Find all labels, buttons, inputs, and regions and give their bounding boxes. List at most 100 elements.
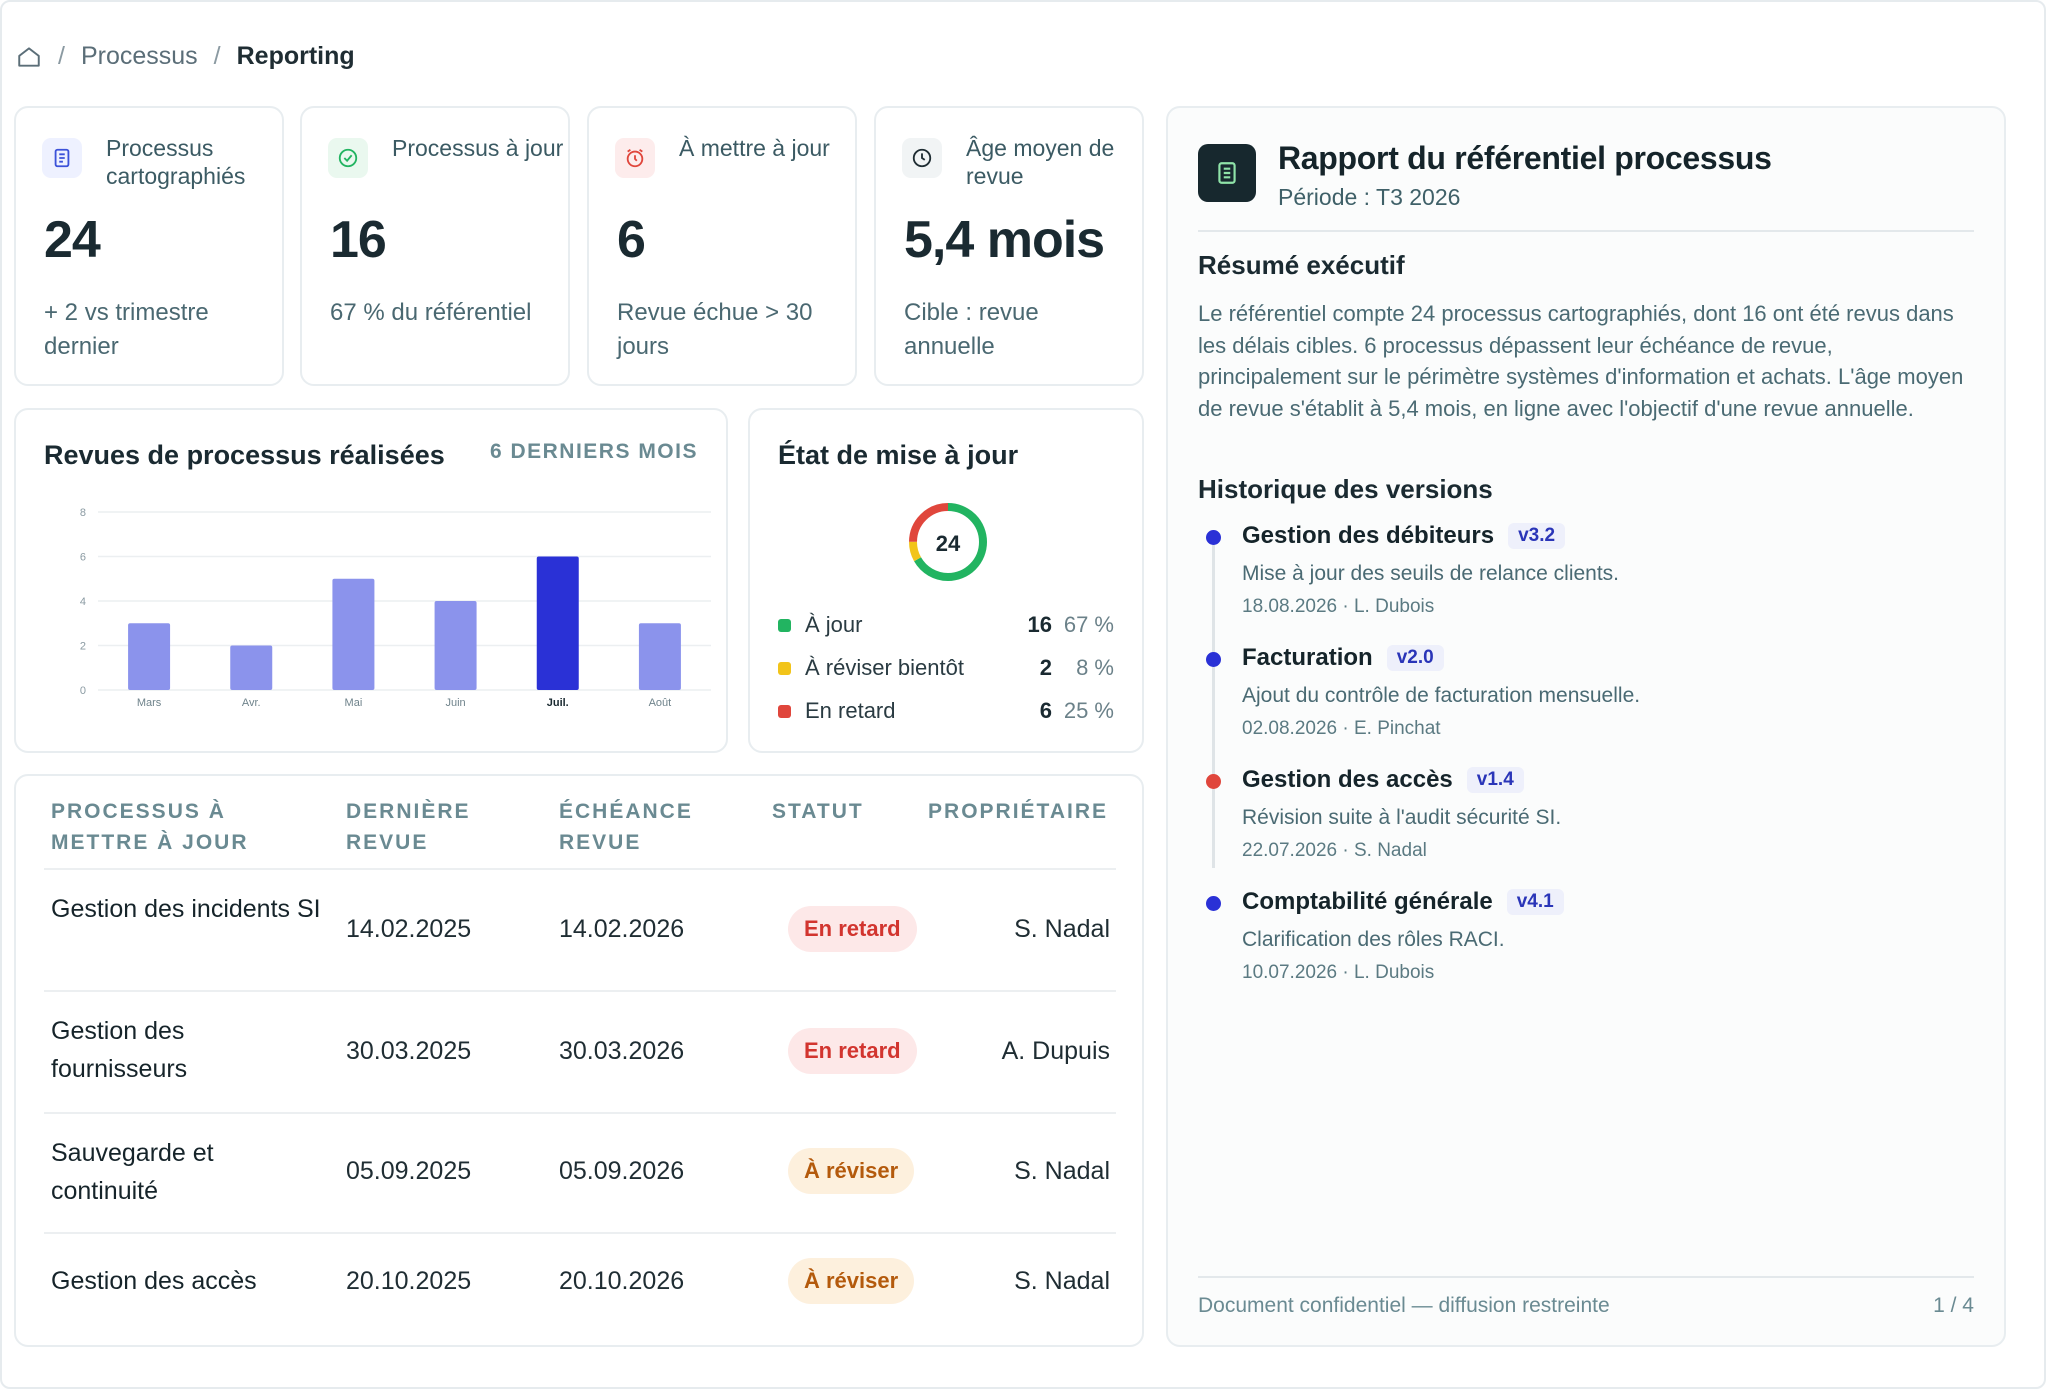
bar-avr[interactable] [230, 645, 273, 691]
bar-juin[interactable] [434, 601, 477, 690]
y-tick-label: 6 [80, 552, 86, 564]
version-description: Révision suite à l'audit sécurité SI. [1242, 806, 1562, 829]
owner-name: S. Nadal [1014, 1267, 1110, 1295]
due-review-date: 20.10.2026 [559, 1267, 685, 1295]
divider [1198, 230, 1974, 232]
breadcrumb-link-processus[interactable]: Processus [80, 42, 198, 70]
version-item[interactable]: Gestion des débiteurs v3.2 Mise à jour de… [1198, 522, 1974, 622]
x-tick-label: Mai [345, 697, 363, 709]
legend-label: À jour [805, 612, 863, 637]
column-header-status: STATUT [772, 800, 864, 823]
owner-name: A. Dupuis [1001, 1037, 1110, 1065]
donut-segment-1 [909, 503, 987, 581]
status-badge: En retard [788, 906, 917, 952]
due-review-date: 05.09.2026 [559, 1157, 685, 1185]
breadcrumb-current: Reporting [236, 42, 355, 70]
processes-table-card: PROCESSUS À METTRE À JOUR DERNIÈRE REVUE… [14, 774, 1144, 1347]
version-title: Gestion des accès [1242, 766, 1453, 793]
chart-title: Revues de processus réalisées [44, 440, 445, 470]
report-footer: Document confidentiel — diffusion restre… [1198, 1294, 1974, 1318]
legend-swatch [778, 704, 791, 718]
chart-period-tag: 6 DERNIERS MOIS [489, 440, 698, 463]
kpi-label: Processus cartographiés [106, 135, 246, 189]
column-header-due-review: ÉCHÉANCE REVUE [559, 800, 693, 854]
legend-count: 16 [1027, 612, 1052, 637]
owner-name: S. Nadal [1014, 1157, 1110, 1185]
kpi-label: Processus à jour [392, 135, 564, 161]
breadcrumb-separator: / [213, 42, 221, 70]
document-list-icon [42, 138, 82, 178]
report-card: Rapport du référentiel processus Période… [1166, 106, 2006, 1347]
version-title: Comptabilité générale [1242, 888, 1493, 915]
bar-mai[interactable] [332, 578, 375, 690]
status-badge: En retard [788, 1028, 917, 1074]
page-indicator: 1 / 4 [1933, 1294, 1974, 1317]
timeline-dot [1206, 530, 1221, 545]
legend-item-late: En retard 6 25 % [778, 696, 1114, 726]
column-header-owner: PROPRIÉTAIRE [928, 800, 1108, 823]
version-title: Gestion des débiteurs [1242, 522, 1495, 549]
table-row[interactable]: Gestion des incidents SI 14.02.2025 14.0… [44, 868, 1116, 990]
timeline-line [1212, 538, 1215, 868]
table-row[interactable]: Gestion des accès 20.10.2025 20.10.2026 … [44, 1232, 1116, 1342]
kpi-label: Âge moyen de revue [966, 135, 1115, 189]
bar-juil[interactable] [536, 556, 579, 691]
version-badge: v1.4 [1466, 767, 1524, 793]
summary-heading: Résumé exécutif [1198, 250, 1405, 280]
timeline-dot [1206, 896, 1221, 911]
legend-label: En retard [805, 698, 896, 723]
table-row[interactable]: Gestion des fournisseurs 30.03.2025 30.0… [44, 990, 1116, 1112]
version-badge: v3.2 [1508, 523, 1566, 549]
y-tick-label: 2 [80, 641, 86, 653]
version-meta: 18.08.2026 · L. Dubois [1242, 596, 1435, 617]
version-badge: v2.0 [1386, 645, 1444, 671]
process-name: Gestion des fournisseurs [51, 1017, 188, 1083]
version-badge: v4.1 [1506, 889, 1564, 915]
status-card: État de mise à jour 24 À jour 16 67 % À … [748, 408, 1144, 753]
process-name: Sauvegarde et continuité [51, 1139, 214, 1205]
version-description: Clarification des rôles RACI. [1242, 928, 1505, 951]
process-name: Gestion des incidents SI [51, 895, 321, 923]
report-title: Rapport du référentiel processus [1278, 140, 1772, 176]
donut-segment-2 [909, 503, 987, 581]
timeline-dot [1206, 652, 1221, 667]
kpi-sub: + 2 vs trimestre dernier [44, 299, 209, 360]
kpi-sub: Cible : revue annuelle [904, 299, 1039, 360]
clock-icon [902, 138, 942, 178]
y-tick-label: 8 [80, 507, 86, 519]
version-item[interactable]: Facturation v2.0 Ajout du contrôle de fac… [1198, 644, 1974, 744]
column-header-last-review: DERNIÈRE REVUE [346, 800, 471, 854]
reviews-chart-card: Revues de processus réalisées 6 DERNIERS… [14, 408, 728, 753]
bar-chart: 0 2 4 6 8 Mars Avr. Mai Juin Juil. Août [80, 507, 711, 709]
bar-août[interactable] [638, 623, 681, 690]
status-badge: À réviser [788, 1148, 915, 1194]
bar-mars[interactable] [128, 623, 171, 690]
last-review-date: 14.02.2025 [346, 915, 472, 943]
breadcrumb-separator: / [58, 42, 65, 70]
legend-count: 2 [1039, 655, 1052, 680]
footer-confidential: Document confidentiel — diffusion restre… [1198, 1294, 1610, 1317]
last-review-date: 20.10.2025 [346, 1267, 472, 1295]
timeline-dot [1206, 774, 1221, 789]
version-item[interactable]: Comptabilité générale v4.1 Clarification … [1198, 888, 1974, 988]
version-meta: 02.08.2026 · E. Pinchat [1242, 718, 1441, 739]
donut-total: 24 [936, 531, 961, 556]
kpi-card-to-update: À mettre à jour 6 Revue échue > 30 jours [587, 106, 857, 386]
version-meta: 22.07.2026 · S. Nadal [1242, 840, 1427, 861]
kpi-value: 24 [44, 211, 101, 269]
y-tick-label: 0 [80, 685, 86, 697]
table-row[interactable]: Sauvegarde et continuité 05.09.2025 05.0… [44, 1112, 1116, 1232]
owner-name: S. Nadal [1014, 915, 1110, 943]
version-item[interactable]: Gestion des accès v1.4 Révision suite à l… [1198, 766, 1974, 866]
x-tick-label: Juil. [547, 697, 569, 709]
legend-percent: 67 % [1063, 612, 1114, 637]
breadcrumb: / Processus / Reporting [16, 42, 355, 71]
version-meta: 10.07.2026 · L. Dubois [1242, 962, 1435, 983]
kpi-card-avg-age: Âge moyen de revue 5,4 mois Cible : revu… [874, 106, 1144, 386]
home-icon[interactable] [16, 44, 42, 70]
process-name: Gestion des accès [51, 1267, 257, 1295]
footer-divider [1198, 1276, 1974, 1278]
history-heading: Historique des versions [1198, 474, 1493, 504]
legend-swatch [778, 618, 791, 632]
